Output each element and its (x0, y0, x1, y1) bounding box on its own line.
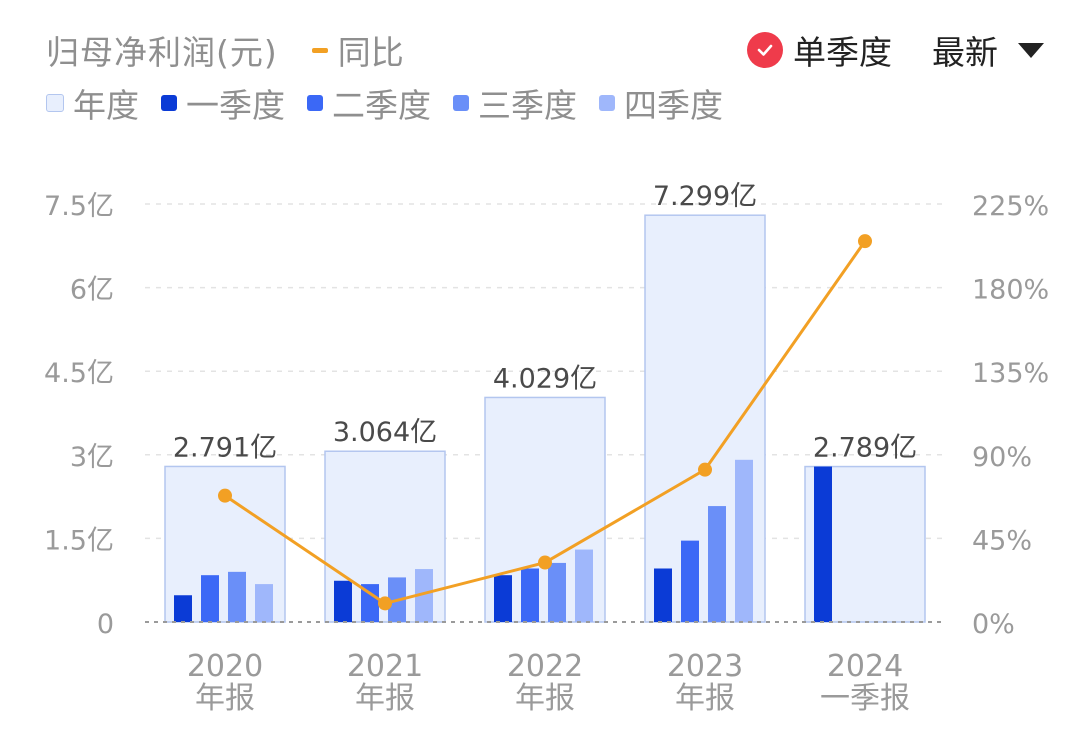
yoy-label: 同比 (337, 33, 404, 72)
legend-label-q1: 一季度 (186, 86, 285, 125)
y-left-tick-label: 3亿 (70, 442, 114, 473)
quarter-bar (521, 568, 539, 622)
caret-down-icon[interactable] (1018, 42, 1044, 58)
x-tick-label-year: 2024 (827, 649, 903, 684)
quarter-bar (654, 568, 672, 622)
y-right-tick-label: 0% (972, 609, 1015, 640)
quarter-bar (201, 575, 219, 622)
legend-item-q2[interactable]: 二季度 (307, 79, 431, 127)
legend-swatch-q3 (453, 95, 469, 111)
check-circle-icon[interactable] (747, 32, 783, 68)
yoy-point (378, 596, 392, 611)
x-tick-label-period: 一季报 (820, 681, 910, 716)
chart-title: 归母净利润(元) (46, 33, 278, 72)
y-left-tick-label: 1.5亿 (44, 525, 114, 556)
legend-swatch-q2 (307, 95, 323, 111)
yoy-line-swatch (311, 47, 328, 53)
legend: 年度 一季度 二季度 三季度 四季度 (46, 79, 745, 127)
quarter-bar (334, 580, 352, 622)
annual-value-label: 4.029亿 (493, 363, 597, 394)
y-right-tick-label: 135% (972, 358, 1049, 389)
y-right-tick-label: 90% (972, 442, 1032, 473)
x-tick-label-period: 年报 (195, 681, 255, 716)
y-right-tick-label: 225% (972, 191, 1049, 222)
latest-dropdown[interactable]: 最新 (932, 33, 998, 72)
y-left-tick-label: 7.5亿 (44, 191, 114, 222)
quarter-bar (681, 540, 699, 622)
quarter-bar (255, 584, 273, 622)
x-tick-label-period: 年报 (675, 681, 735, 716)
x-tick-label-year: 2022 (507, 649, 583, 684)
y-right-tick-label: 45% (972, 525, 1032, 556)
legend-swatch-q4 (599, 95, 615, 111)
x-tick-label-period: 年报 (515, 681, 575, 716)
legend-item-q4[interactable]: 四季度 (599, 79, 723, 127)
quarter-bar (735, 459, 753, 622)
yoy-point (858, 234, 872, 249)
y-left-tick-label: 0 (97, 609, 114, 640)
annual-value-label: 2.791亿 (173, 432, 277, 463)
quarter-bar (548, 562, 566, 622)
yoy-legend[interactable]: 同比 (311, 26, 404, 74)
annual-value-label: 3.064亿 (333, 417, 437, 448)
x-tick-label-year: 2021 (347, 649, 423, 684)
chart-controls: 单季度 最新 (747, 26, 1044, 74)
yoy-point (218, 488, 232, 503)
annual-value-label: 7.299亿 (653, 181, 757, 212)
x-tick-label-year: 2023 (667, 649, 743, 684)
single-quarter-toggle[interactable]: 单季度 (793, 33, 892, 72)
x-tick-label-year: 2020 (187, 649, 263, 684)
quarter-bar (494, 575, 512, 622)
yoy-point (538, 555, 552, 570)
legend-label-q3: 三季度 (478, 86, 577, 125)
legend-item-annual[interactable]: 年度 (46, 79, 139, 127)
quarter-bar (361, 584, 379, 622)
quarter-bar (228, 571, 246, 622)
legend-swatch-q1 (161, 95, 177, 111)
legend-swatch-annual (46, 94, 64, 112)
legend-item-q1[interactable]: 一季度 (161, 79, 285, 127)
quarter-bar (708, 506, 726, 622)
quarter-bar (575, 549, 593, 622)
y-left-tick-label: 6亿 (70, 275, 114, 306)
quarter-bar (174, 595, 192, 622)
legend-item-q3[interactable]: 三季度 (453, 79, 577, 127)
quarter-bar (415, 569, 433, 622)
legend-label-q4: 四季度 (624, 86, 723, 125)
legend-label-q2: 二季度 (332, 86, 431, 125)
x-tick-label-period: 年报 (355, 681, 415, 716)
y-left-tick-label: 4.5亿 (44, 358, 114, 389)
y-right-tick-label: 180% (972, 275, 1049, 306)
annual-value-label: 2.789亿 (813, 433, 917, 464)
legend-label-annual: 年度 (73, 86, 139, 125)
quarter-bar (814, 466, 832, 622)
chart-header: 归母净利润(元) 同比 (46, 26, 404, 74)
yoy-point (698, 462, 712, 477)
